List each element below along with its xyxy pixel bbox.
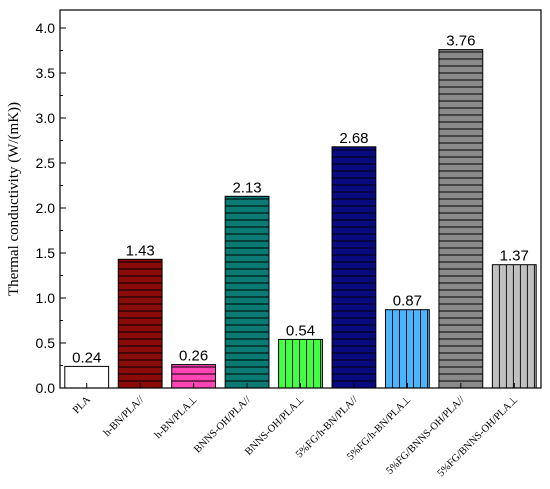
- y-tick-label: 3.5: [36, 65, 56, 81]
- bar-7: [438, 49, 484, 389]
- data-label: 0.54: [286, 322, 315, 339]
- x-tick-label: h-BN/PLA//: [102, 394, 147, 439]
- data-label: 1.43: [126, 242, 155, 259]
- bar-6: [384, 309, 430, 389]
- y-tick-label: 4.0: [36, 20, 56, 36]
- y-tick-label: 1.0: [36, 290, 56, 306]
- bar-4: [278, 338, 323, 389]
- y-tick-label: 2.0: [36, 200, 56, 216]
- x-tick-label: BNNS-OH/PLA//: [192, 394, 253, 455]
- bar-5: [331, 146, 377, 389]
- data-label: 3.76: [446, 33, 475, 50]
- bar-2: [171, 364, 217, 389]
- bar-3: [224, 195, 270, 389]
- y-tick-label: 1.5: [36, 245, 56, 261]
- data-label: 2.68: [339, 130, 368, 147]
- data-label: 2.13: [232, 179, 261, 196]
- bar-rect: [224, 195, 270, 389]
- bars-group: [64, 49, 537, 389]
- data-label: 1.37: [500, 248, 529, 265]
- y-axis-label: Thermal conductivity (W/(mK)): [6, 102, 22, 296]
- x-tick-label: h-BN/PLA⊥: [153, 394, 200, 441]
- data-label: 0.87: [393, 293, 422, 310]
- data-label: 0.26: [179, 348, 208, 365]
- data-label: 0.24: [72, 349, 101, 366]
- bar-8: [491, 264, 537, 389]
- y-tick-label: 0.5: [36, 335, 56, 351]
- value-labels-group: 0.24 1.43 0.26 2.13 0.54 2.68 0.87 3.76 1.37: [72, 33, 529, 367]
- bar-rect: [438, 49, 484, 389]
- x-tick-label: PLA: [71, 394, 93, 416]
- bar-1: [117, 258, 163, 389]
- y-tick-label: 2.5: [36, 155, 56, 171]
- bar-rect: [331, 146, 377, 389]
- y-axis: 0.0 0.5 1.0 1.5 2.0 2.5 3.0 3.5 4.0: [36, 20, 66, 396]
- y-tick-label: 3.0: [36, 110, 56, 126]
- bar-rect: [117, 258, 163, 389]
- y-tick-label: 0.0: [36, 380, 56, 396]
- x-axis: PLA h-BN/PLA//h-BN/PLA⊥BNNS-OH/PLA//BNNS-…: [71, 383, 520, 479]
